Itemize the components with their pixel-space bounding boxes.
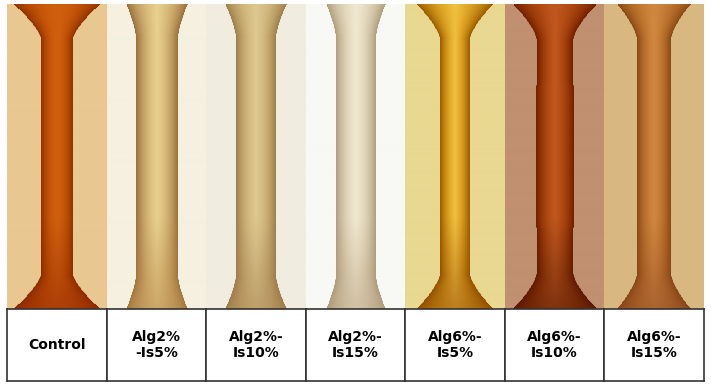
- Text: Alg6%-
Is15%: Alg6%- Is15%: [627, 330, 681, 360]
- Text: Alg6%-
Is10%: Alg6%- Is10%: [528, 330, 582, 360]
- Text: Alg2%
-Is5%: Alg2% -Is5%: [132, 330, 181, 360]
- Text: Alg6%-
Is5%: Alg6%- Is5%: [428, 330, 482, 360]
- Text: Alg2%-
Is10%: Alg2%- Is10%: [228, 330, 284, 360]
- Text: Control: Control: [28, 338, 85, 352]
- Text: Alg2%-
Is15%: Alg2%- Is15%: [328, 330, 383, 360]
